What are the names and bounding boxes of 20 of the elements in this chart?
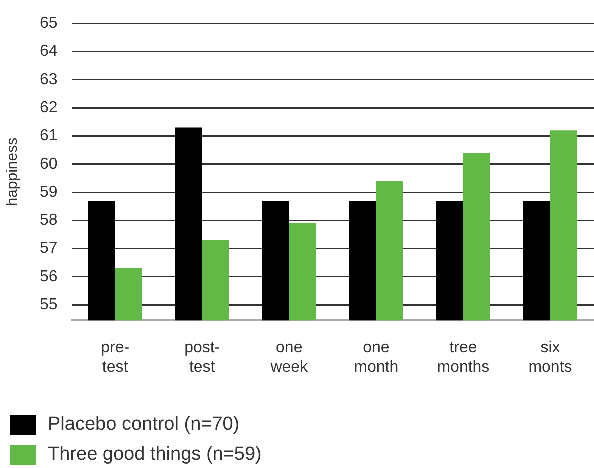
y-tick-label: 60 xyxy=(40,156,58,173)
y-tick-label: 62 xyxy=(40,99,58,116)
y-tick-label: 57 xyxy=(40,240,58,258)
y-tick-label: 61 xyxy=(40,128,58,145)
legend-label: Three good things (n=59) xyxy=(48,444,262,466)
y-tick-label: 59 xyxy=(40,184,58,201)
x-tick-label: six monts xyxy=(528,340,572,376)
y-tick-label: 56 xyxy=(40,268,58,286)
x-tick-label: pre- test xyxy=(101,340,130,376)
y-tick-label: 63 xyxy=(40,71,58,88)
x-tick-label: one month xyxy=(354,340,399,376)
x-tick-label: tree months xyxy=(437,340,490,376)
x-tick-label: post- test xyxy=(184,340,220,376)
y-axis-title: happiness xyxy=(4,138,22,206)
x-tick-label: one week xyxy=(270,340,310,376)
y-tick-label: 64 xyxy=(40,43,58,60)
y-tick-label: 55 xyxy=(40,296,58,314)
legend-label: Placebo control (n=70) xyxy=(48,414,240,436)
y-tick-label: 65 xyxy=(40,15,58,32)
y-tick-label: 58 xyxy=(40,212,58,230)
